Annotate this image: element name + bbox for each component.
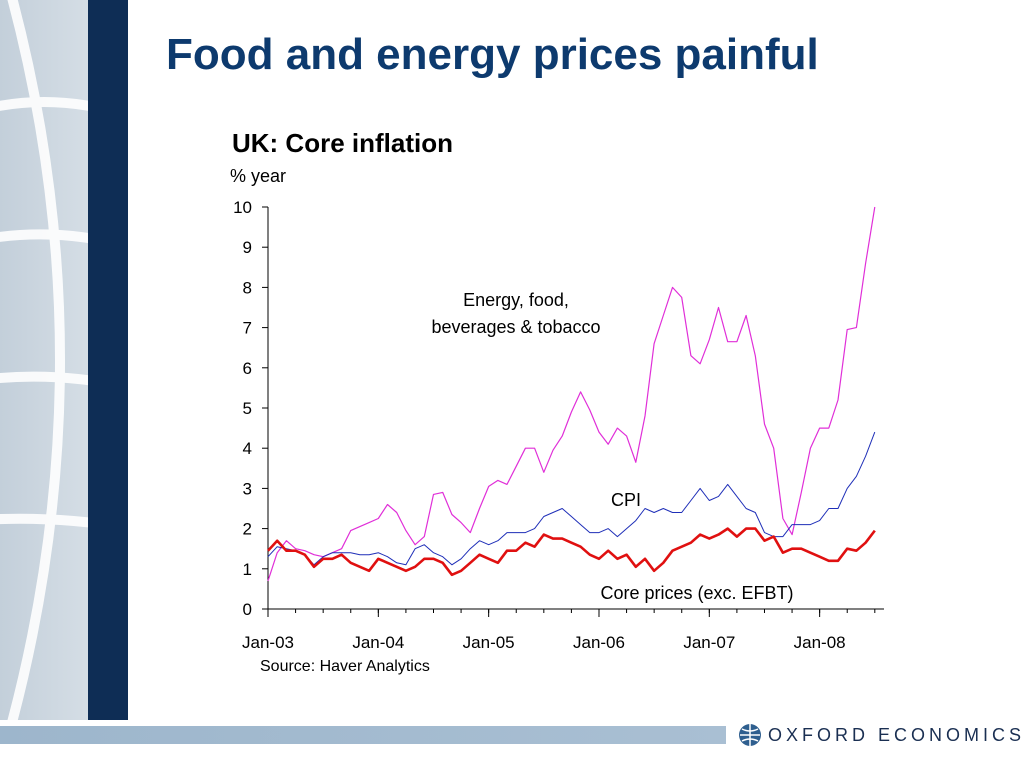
energy-series-label-line-1: Energy, food, bbox=[463, 290, 569, 310]
core-series-label: Core prices (exc. EFBT) bbox=[600, 583, 793, 603]
y-axis: 0 1 2 3 4 5 6 7 8 9 10 bbox=[233, 198, 269, 619]
x-tick-label: Jan-05 bbox=[463, 633, 515, 652]
globe-logo-icon bbox=[739, 724, 761, 746]
x-tick-label: Jan-03 bbox=[242, 633, 294, 652]
x-tick-label: Jan-07 bbox=[683, 633, 735, 652]
x-axis: Jan-03 Jan-04 Jan-05 Jan-06 Jan-07 Jan-08 bbox=[242, 608, 884, 652]
oxford-economics-logo: OXFORD ECONOMICS bbox=[738, 722, 1024, 748]
series-annotations: Energy, food, beverages & tobacco CPI Co… bbox=[431, 290, 793, 603]
y-tick-label: 5 bbox=[243, 399, 252, 418]
energy-series-label-line-2: beverages & tobacco bbox=[431, 317, 600, 337]
x-tick-label: Jan-04 bbox=[352, 633, 404, 652]
y-tick-label: 10 bbox=[233, 198, 252, 217]
cpi-series-label: CPI bbox=[611, 490, 641, 510]
cpi-series-line bbox=[267, 431, 876, 566]
y-tick-label: 2 bbox=[243, 520, 252, 539]
slide-title: Food and energy prices painful bbox=[166, 30, 819, 79]
y-tick-label: 0 bbox=[243, 600, 252, 619]
energy-food-series-line bbox=[267, 206, 876, 582]
x-tick-label: Jan-08 bbox=[794, 633, 846, 652]
source-note: Source: Haver Analytics bbox=[260, 658, 430, 675]
y-tick-label: 1 bbox=[243, 560, 252, 579]
globe-graphic bbox=[0, 0, 140, 720]
core-prices-series-line bbox=[267, 527, 876, 577]
footer-bar bbox=[0, 726, 726, 744]
y-tick-label: 8 bbox=[243, 278, 252, 297]
y-tick-label: 4 bbox=[243, 439, 252, 458]
series-lines bbox=[267, 206, 876, 582]
y-tick-label: 7 bbox=[243, 319, 252, 338]
logo-wordmark: OXFORD ECONOMICS bbox=[768, 724, 1024, 745]
y-tick-label: 6 bbox=[243, 359, 252, 378]
y-tick-label: 9 bbox=[243, 238, 252, 257]
chart-title: UK: Core inflation bbox=[232, 128, 453, 158]
y-axis-unit-label: % year bbox=[230, 166, 286, 186]
x-tick-label: Jan-06 bbox=[573, 633, 625, 652]
y-tick-label: 3 bbox=[243, 479, 252, 498]
